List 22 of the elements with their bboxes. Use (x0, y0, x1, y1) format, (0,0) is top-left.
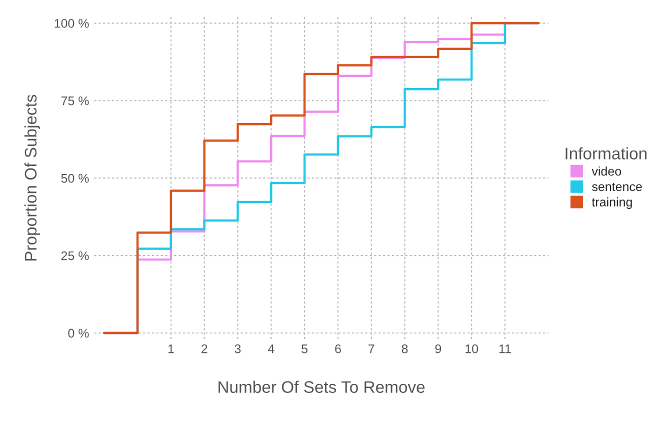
x-tick-label: 1 (168, 344, 174, 354)
x-tick-label: 8 (402, 344, 408, 354)
x-tick-label: 2 (201, 344, 208, 354)
x-axis-title: Number Of Sets To Remove (218, 380, 425, 393)
x-tick-label: 9 (435, 344, 442, 354)
y-tick-label: 50 % (61, 174, 89, 183)
y-tick-label: 75 % (61, 96, 89, 106)
x-tick-label: 10 (466, 344, 478, 354)
x-tick-label: 7 (368, 344, 374, 354)
y-tick-label: 25 % (61, 251, 89, 260)
y-axis-title: Proportion Of Subjects (24, 94, 40, 261)
x-tick-label: 3 (234, 344, 241, 354)
x-tick-label: 11 (499, 344, 511, 354)
legend-title: Information (566, 147, 646, 160)
legend-label: video (592, 166, 622, 176)
x-tick-label: 5 (302, 344, 308, 354)
x-tick-label: 4 (268, 344, 274, 354)
y-tick-label: 0 % (68, 328, 89, 338)
legend-label: sentence (592, 182, 642, 192)
legend-label: training (592, 197, 632, 209)
y-tick-label: 100 % (54, 18, 89, 28)
x-tick-label: 6 (335, 344, 341, 354)
